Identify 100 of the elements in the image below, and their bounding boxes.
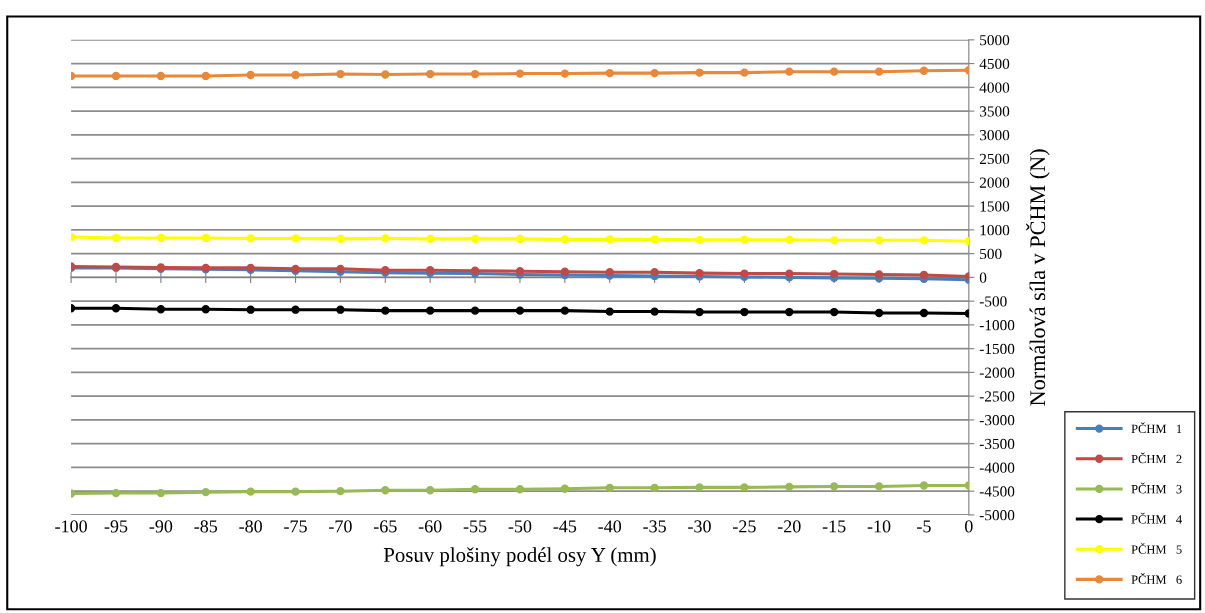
point — [785, 235, 794, 245]
x-tick-label: -50 — [508, 520, 532, 533]
x-tick-label: -5 — [917, 520, 931, 533]
y-tick-label: 4500 — [979, 58, 1010, 70]
y-tick-label: -4500 — [979, 486, 1015, 497]
point — [695, 68, 704, 77]
point — [874, 482, 884, 491]
y-tick-label: -4000 — [979, 462, 1015, 473]
point — [785, 307, 794, 317]
y-tick-label: -2500 — [979, 391, 1015, 402]
x-tick-label: -15 — [822, 520, 846, 533]
point — [740, 269, 749, 278]
y-tick-label: 0 — [979, 272, 987, 283]
point — [919, 481, 929, 490]
y-tick-label: 2000 — [979, 177, 1010, 188]
point — [246, 487, 255, 496]
point — [829, 67, 839, 76]
x-tick-label: -10 — [867, 520, 891, 533]
point — [470, 69, 480, 79]
point — [650, 307, 659, 316]
y-tick-label: 3000 — [979, 130, 1010, 141]
y-tick-label: -1500 — [979, 343, 1015, 355]
point — [246, 305, 255, 314]
legend-label: PČHM 6 — [1131, 573, 1182, 584]
point — [874, 308, 884, 318]
point — [336, 234, 345, 244]
point — [695, 268, 704, 278]
x-tick-label: -30 — [688, 520, 711, 533]
point — [515, 485, 525, 494]
point — [381, 234, 390, 243]
x-tick-label: -95 — [104, 520, 128, 533]
point — [785, 269, 794, 278]
point — [650, 483, 659, 493]
point — [605, 235, 614, 244]
point — [874, 236, 884, 245]
point — [201, 487, 210, 497]
point — [740, 483, 749, 492]
y-tick-label: -500 — [979, 296, 1007, 307]
y-tick-label: -1000 — [979, 320, 1015, 331]
point — [605, 68, 614, 78]
point — [246, 234, 255, 243]
point — [919, 66, 929, 75]
point — [156, 488, 166, 498]
point — [201, 71, 210, 81]
x-tick-label: -25 — [733, 520, 756, 533]
y-tick-label: -3000 — [979, 415, 1015, 426]
point — [829, 269, 839, 279]
point — [111, 488, 121, 498]
legend-label: PČHM 5 — [1131, 542, 1182, 554]
y-tick-label: 3500 — [979, 106, 1010, 117]
y-tick-label: -2000 — [979, 367, 1015, 378]
x-tick-label: -80 — [239, 520, 262, 533]
x-tick-label: -85 — [194, 520, 218, 533]
point — [650, 267, 659, 277]
point — [874, 67, 884, 76]
point — [560, 69, 570, 78]
x-tick-label: -65 — [373, 520, 397, 533]
legend-label: PČHM 3 — [1131, 482, 1182, 494]
point — [919, 236, 929, 245]
legend-label: PČHM 2 — [1131, 452, 1182, 464]
x-tick-label: -60 — [418, 520, 442, 533]
point — [874, 270, 884, 279]
point — [426, 234, 435, 244]
point — [156, 71, 166, 81]
point — [246, 70, 255, 80]
y-tick-label: 1000 — [980, 225, 1010, 236]
point — [381, 70, 390, 79]
point — [740, 68, 749, 77]
x-tick-label: -70 — [329, 520, 352, 533]
point — [291, 234, 300, 243]
point — [515, 234, 525, 244]
x-tick-label: -35 — [643, 520, 666, 533]
point — [605, 307, 614, 316]
point — [829, 236, 839, 245]
x-tick-label: -45 — [553, 520, 577, 533]
point — [336, 486, 345, 496]
legend-label: PČHM 1 — [1131, 422, 1182, 434]
point — [829, 482, 839, 491]
point — [785, 67, 794, 76]
y-tick-label: 500 — [980, 248, 1002, 260]
point — [560, 306, 570, 315]
y-tick-label: 4000 — [979, 82, 1010, 93]
point — [201, 305, 210, 314]
point — [919, 308, 929, 318]
point — [829, 307, 839, 317]
point — [515, 69, 525, 78]
point — [291, 305, 300, 314]
point — [381, 486, 390, 495]
point — [426, 69, 435, 79]
point — [919, 270, 929, 280]
x-axis-title: Posuv plošiny podél osy Y (mm) — [383, 547, 656, 567]
point — [156, 305, 166, 314]
point — [695, 307, 704, 317]
x-tick-label: 0 — [964, 520, 973, 533]
legend-label: PČHM 4 — [1131, 512, 1182, 524]
point — [560, 484, 570, 493]
point — [605, 483, 614, 493]
x-tick-label: -40 — [598, 520, 622, 533]
point — [291, 487, 300, 496]
point — [426, 486, 435, 495]
